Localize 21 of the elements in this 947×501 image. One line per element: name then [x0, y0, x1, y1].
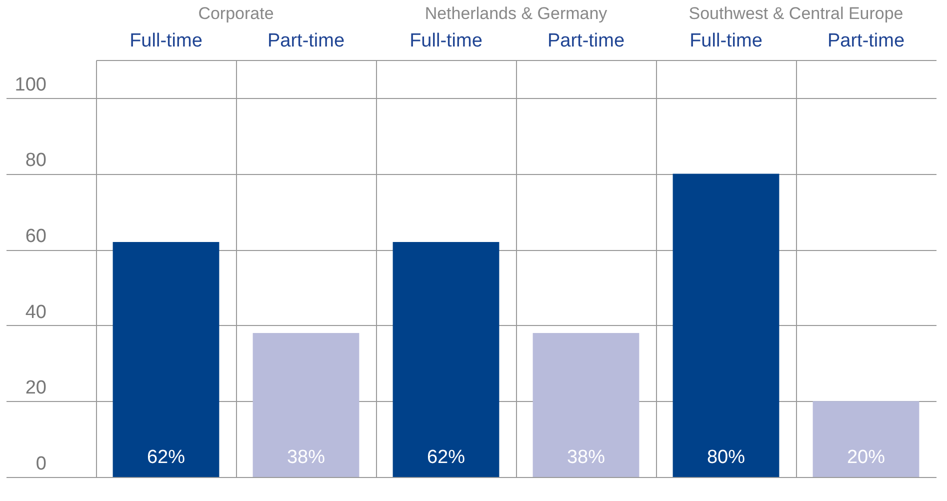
data-label: 62% [146, 447, 186, 468]
data-label: 38% [566, 447, 606, 468]
chart-title: Netherlands & Germany [424, 4, 608, 23]
x-tick-label: Full-time [410, 30, 482, 52]
x-tick-label: Part-time [827, 30, 905, 52]
data-label: 20% [846, 447, 886, 468]
data-label: 62% [426, 447, 466, 468]
x-tick-label: Full-time [130, 30, 202, 52]
y-tick-label: 100 [14, 74, 46, 96]
y-tick-label: 0 [36, 454, 46, 474]
x-tick-label: Part-time [547, 30, 625, 52]
x-tick-label: Part-time [267, 30, 345, 52]
x-tick-label: Full-time [690, 30, 762, 52]
y-tick-label: 40 [25, 302, 46, 323]
chart-title: Corporate [198, 4, 274, 23]
y-tick-label: 20 [25, 378, 46, 399]
data-label: 80% [706, 447, 746, 468]
data-label: 38% [286, 447, 326, 468]
chart-title: Southwest & Central Europe [688, 4, 904, 23]
y-tick-label: 60 [25, 226, 46, 248]
y-tick-label: 80 [25, 150, 46, 172]
